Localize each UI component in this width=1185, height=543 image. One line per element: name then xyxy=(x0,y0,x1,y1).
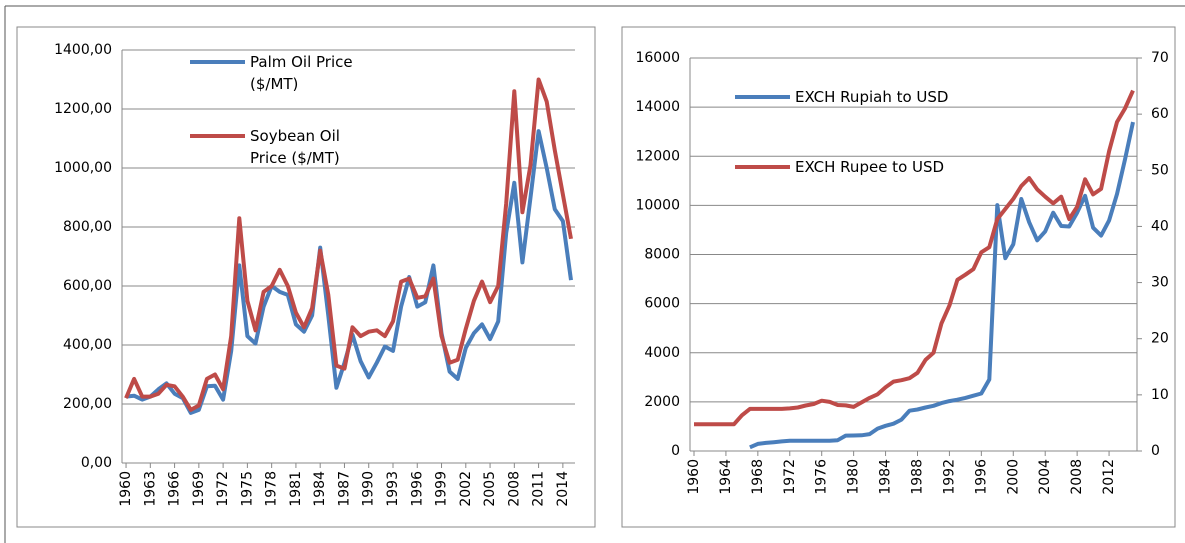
y-tick-label: 400,00 xyxy=(63,337,112,353)
x-tick-label: 1978 xyxy=(264,471,280,507)
x-tick-label: 2000 xyxy=(1005,459,1021,495)
y-tick-label: 8000 xyxy=(644,247,680,263)
y-tick-label: 200,00 xyxy=(63,396,112,412)
x-tick-label: 1999 xyxy=(434,471,450,507)
x-tick-label: 1975 xyxy=(239,471,255,507)
legend-label: Soybean Oil Price ($/MT) xyxy=(250,127,340,167)
y2-tick-label: 60 xyxy=(1151,106,1169,122)
x-tick-label: 1960 xyxy=(118,471,134,507)
x-tick-label: 1996 xyxy=(409,471,425,507)
x-tick-label: 2014 xyxy=(555,471,571,507)
y-tick-label: 1400,00 xyxy=(54,42,112,58)
legend-label: EXCH Rupiah to USD xyxy=(795,88,949,106)
x-tick-label: 1980 xyxy=(846,459,862,495)
series-line xyxy=(125,129,573,415)
x-tick-label: 1972 xyxy=(782,459,798,495)
series-line xyxy=(694,89,1135,427)
y-tick-label: 2000 xyxy=(644,394,680,410)
series-line xyxy=(124,77,573,412)
x-tick-label: 1972 xyxy=(215,471,231,507)
y-tick-label: 800,00 xyxy=(63,219,112,235)
x-tick-label: 1988 xyxy=(909,459,925,495)
x-tick-label: 2005 xyxy=(482,471,498,507)
x-tick-label: 1966 xyxy=(167,471,183,507)
x-tick-label: 1964 xyxy=(718,459,734,495)
y-tick-label: 1000,00 xyxy=(54,160,112,176)
x-tick-label: 1963 xyxy=(142,471,158,507)
chart-box xyxy=(621,26,1176,528)
x-tick-label: 2012 xyxy=(1101,459,1117,495)
x-tick-label: 1993 xyxy=(385,471,401,507)
legend-label: EXCH Rupee to USD xyxy=(795,158,945,176)
y2-tick-label: 30 xyxy=(1151,275,1169,291)
y2-tick-label: 50 xyxy=(1151,162,1169,178)
series-line xyxy=(749,121,1135,450)
y-tick-label: 1200,00 xyxy=(54,101,112,117)
y-tick-label: 10000 xyxy=(635,197,680,213)
x-tick-label: 1984 xyxy=(878,459,894,495)
y2-tick-label: 10 xyxy=(1151,387,1169,403)
y2-tick-label: 20 xyxy=(1151,331,1169,347)
x-tick-label: 1992 xyxy=(941,459,957,495)
y-tick-label: 600,00 xyxy=(63,278,112,294)
x-tick-label: 2008 xyxy=(506,471,522,507)
x-tick-label: 2008 xyxy=(1069,459,1085,495)
y-tick-label: 16000 xyxy=(635,50,680,66)
y2-tick-label: 70 xyxy=(1151,50,1169,66)
x-tick-label: 1990 xyxy=(361,471,377,507)
x-tick-label: 1969 xyxy=(191,471,207,507)
x-tick-label: 1968 xyxy=(750,459,766,495)
x-tick-label: 2011 xyxy=(531,471,547,507)
x-tick-label: 1996 xyxy=(973,459,989,495)
y-tick-label: 6000 xyxy=(644,296,680,312)
chart-box xyxy=(16,26,596,528)
x-tick-label: 2004 xyxy=(1037,459,1053,495)
y2-tick-label: 40 xyxy=(1151,218,1169,234)
legend-label: Palm Oil Price ($/MT) xyxy=(250,53,353,93)
x-tick-label: 1960 xyxy=(686,459,702,495)
x-tick-label: 1976 xyxy=(814,459,830,495)
x-tick-label: 1987 xyxy=(336,471,352,507)
y2-tick-label: 0 xyxy=(1151,443,1160,459)
y-tick-label: 14000 xyxy=(635,99,680,115)
x-tick-label: 1981 xyxy=(288,471,304,507)
x-tick-label: 1984 xyxy=(312,471,328,507)
y-tick-label: 0,00 xyxy=(81,455,112,471)
y-tick-label: 0 xyxy=(671,443,680,459)
y-tick-label: 12000 xyxy=(635,148,680,164)
x-tick-label: 2002 xyxy=(458,471,474,507)
y-tick-label: 4000 xyxy=(644,345,680,361)
